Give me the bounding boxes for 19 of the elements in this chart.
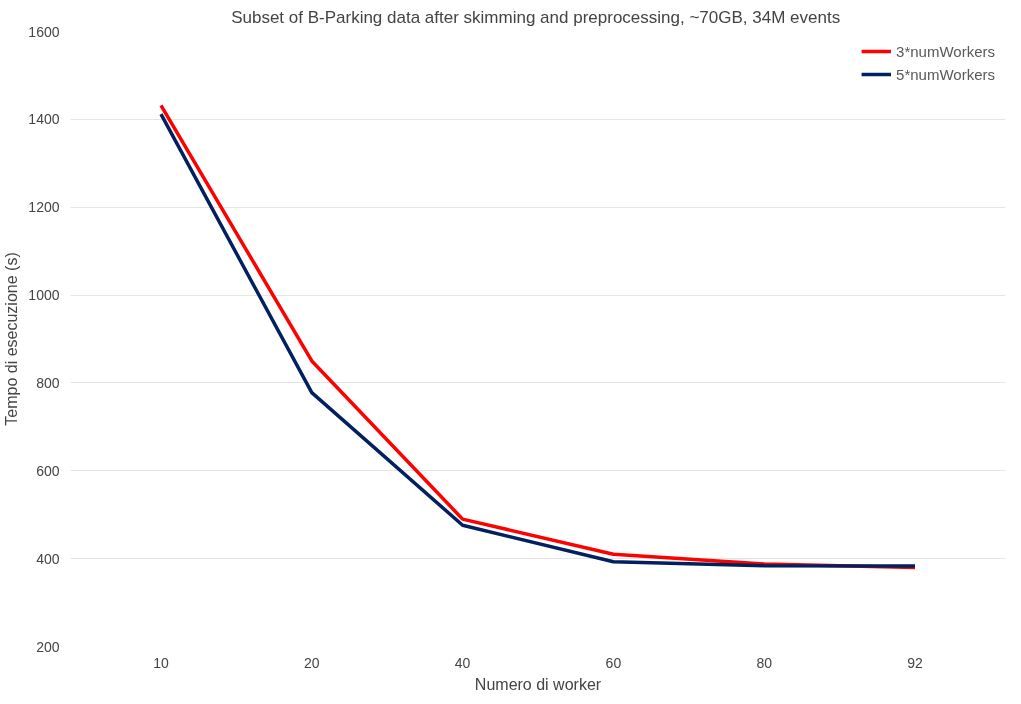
y-tick-label: 1400 xyxy=(28,111,60,128)
x-tick-label: 92 xyxy=(907,654,924,671)
y-tick-label: 200 xyxy=(36,638,60,655)
x-tick-label: 20 xyxy=(304,654,320,671)
y-tick-label: 400 xyxy=(36,550,60,567)
chart-title: Subset of B-Parking data after skimming and preprocessing, ~70GB, 34M events xyxy=(231,7,841,27)
x-tick-label: 80 xyxy=(756,654,773,671)
x-tick-label: 40 xyxy=(454,654,471,671)
x-axis-title: Numero di worker xyxy=(474,675,602,693)
y-tick-label: 600 xyxy=(36,462,60,479)
x-tick-label: 60 xyxy=(605,654,622,671)
legend-label: 5*numWorkers xyxy=(896,65,995,83)
legend-label: 3*numWorkers xyxy=(896,42,995,60)
y-axis-title: Tempo di esecuzione (s) xyxy=(3,252,21,426)
y-tick-label: 1200 xyxy=(28,199,60,216)
x-tick-label: 10 xyxy=(153,654,169,671)
y-tick-label: 1000 xyxy=(28,287,60,304)
y-tick-label: 1600 xyxy=(28,23,60,40)
y-tick-label: 800 xyxy=(36,374,60,391)
